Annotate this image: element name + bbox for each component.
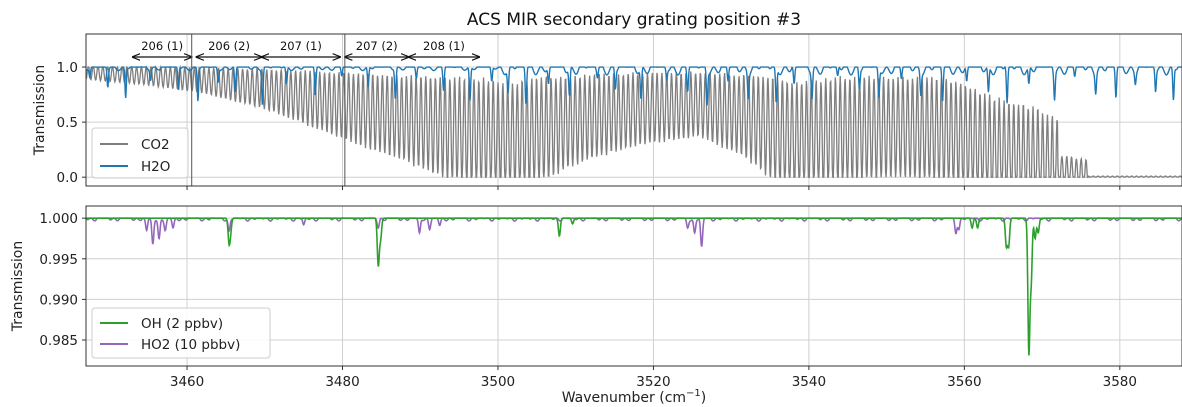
- top-axes-frame: [85, 33, 1182, 187]
- grating-position-label: 207 (2): [356, 39, 398, 53]
- x-axis-label-main: Wavenumber (cm: [562, 390, 686, 406]
- top-series: [85, 64, 1182, 178]
- bottom-panel: 0.985 0.990 0.995 1.000 3460 3480 3500 3520 354…: [10, 205, 1182, 406]
- x-axis-label-sup: −1: [686, 388, 701, 399]
- top-y-axis-label: Transmission: [32, 65, 48, 156]
- bottom-y-axis-label: Transmission: [10, 241, 26, 332]
- y-tick-label: 1.0: [57, 60, 78, 76]
- legend-ho2-label: HO2 (10 pbbv): [141, 337, 240, 353]
- grating-position-label: 207 (1): [280, 39, 322, 53]
- grating-position-label: 206 (2): [208, 39, 250, 53]
- legend-co2-label: CO2: [141, 137, 170, 153]
- top-legend-box: [91, 127, 189, 179]
- top-panel: 206 (1) 206 (2) 207 (1) 207 (2) 208 (1) 0.00…: [32, 33, 1182, 190]
- grating-position-markers: 206 (1) 206 (2) 207 (1) 207 (2) 208 (1): [133, 34, 480, 186]
- grating-position-label: 208 (1): [423, 39, 465, 53]
- x-tick-label: 3480: [325, 374, 359, 390]
- y-tick-label: 0.5: [57, 115, 78, 131]
- y-tick-label: 0.995: [39, 252, 78, 268]
- chart-title: ACS MIR secondary grating position #3: [467, 10, 801, 30]
- bottom-legend: OH (2 ppbv) HO2 (10 pbbv): [91, 307, 271, 359]
- bottom-axes-frame: [85, 205, 1182, 367]
- bottom-x-ticks: 3460 3480 3500 3520 3540 3560 3580: [170, 374, 1137, 390]
- x-tick-label: 3460: [170, 374, 204, 390]
- series-co2-line: [85, 64, 1182, 178]
- y-tick-label: 0.985: [39, 333, 78, 349]
- series-h2o-line: [85, 65, 1182, 106]
- x-axis-label-end: ): [701, 390, 706, 406]
- legend-h2o-label: H2O: [141, 159, 170, 175]
- bottom-legend-box: [91, 307, 271, 359]
- grating-position-label: 206 (1): [141, 39, 183, 53]
- x-tick-label: 3520: [636, 374, 670, 390]
- x-tick-label: 3580: [1103, 374, 1137, 390]
- y-tick-label: 0.0: [57, 170, 78, 186]
- x-tick-label: 3540: [792, 374, 826, 390]
- top-legend: CO2 H2O: [91, 127, 189, 179]
- top-y-ticks: 0.0 0.5 1.0: [57, 60, 86, 186]
- legend-oh-label: OH (2 ppbv): [141, 316, 223, 332]
- series-oh-line: [86, 217, 1182, 356]
- bottom-y-ticks: 0.985 0.990 0.995 1.000: [39, 211, 86, 349]
- y-tick-label: 1.000: [39, 211, 78, 227]
- bottom-series: [85, 217, 1182, 356]
- x-axis-label: Wavenumber (cm−1): [562, 388, 707, 406]
- x-tick-label: 3560: [947, 374, 981, 390]
- x-tick-label: 3500: [481, 374, 515, 390]
- y-tick-label: 0.990: [39, 292, 78, 308]
